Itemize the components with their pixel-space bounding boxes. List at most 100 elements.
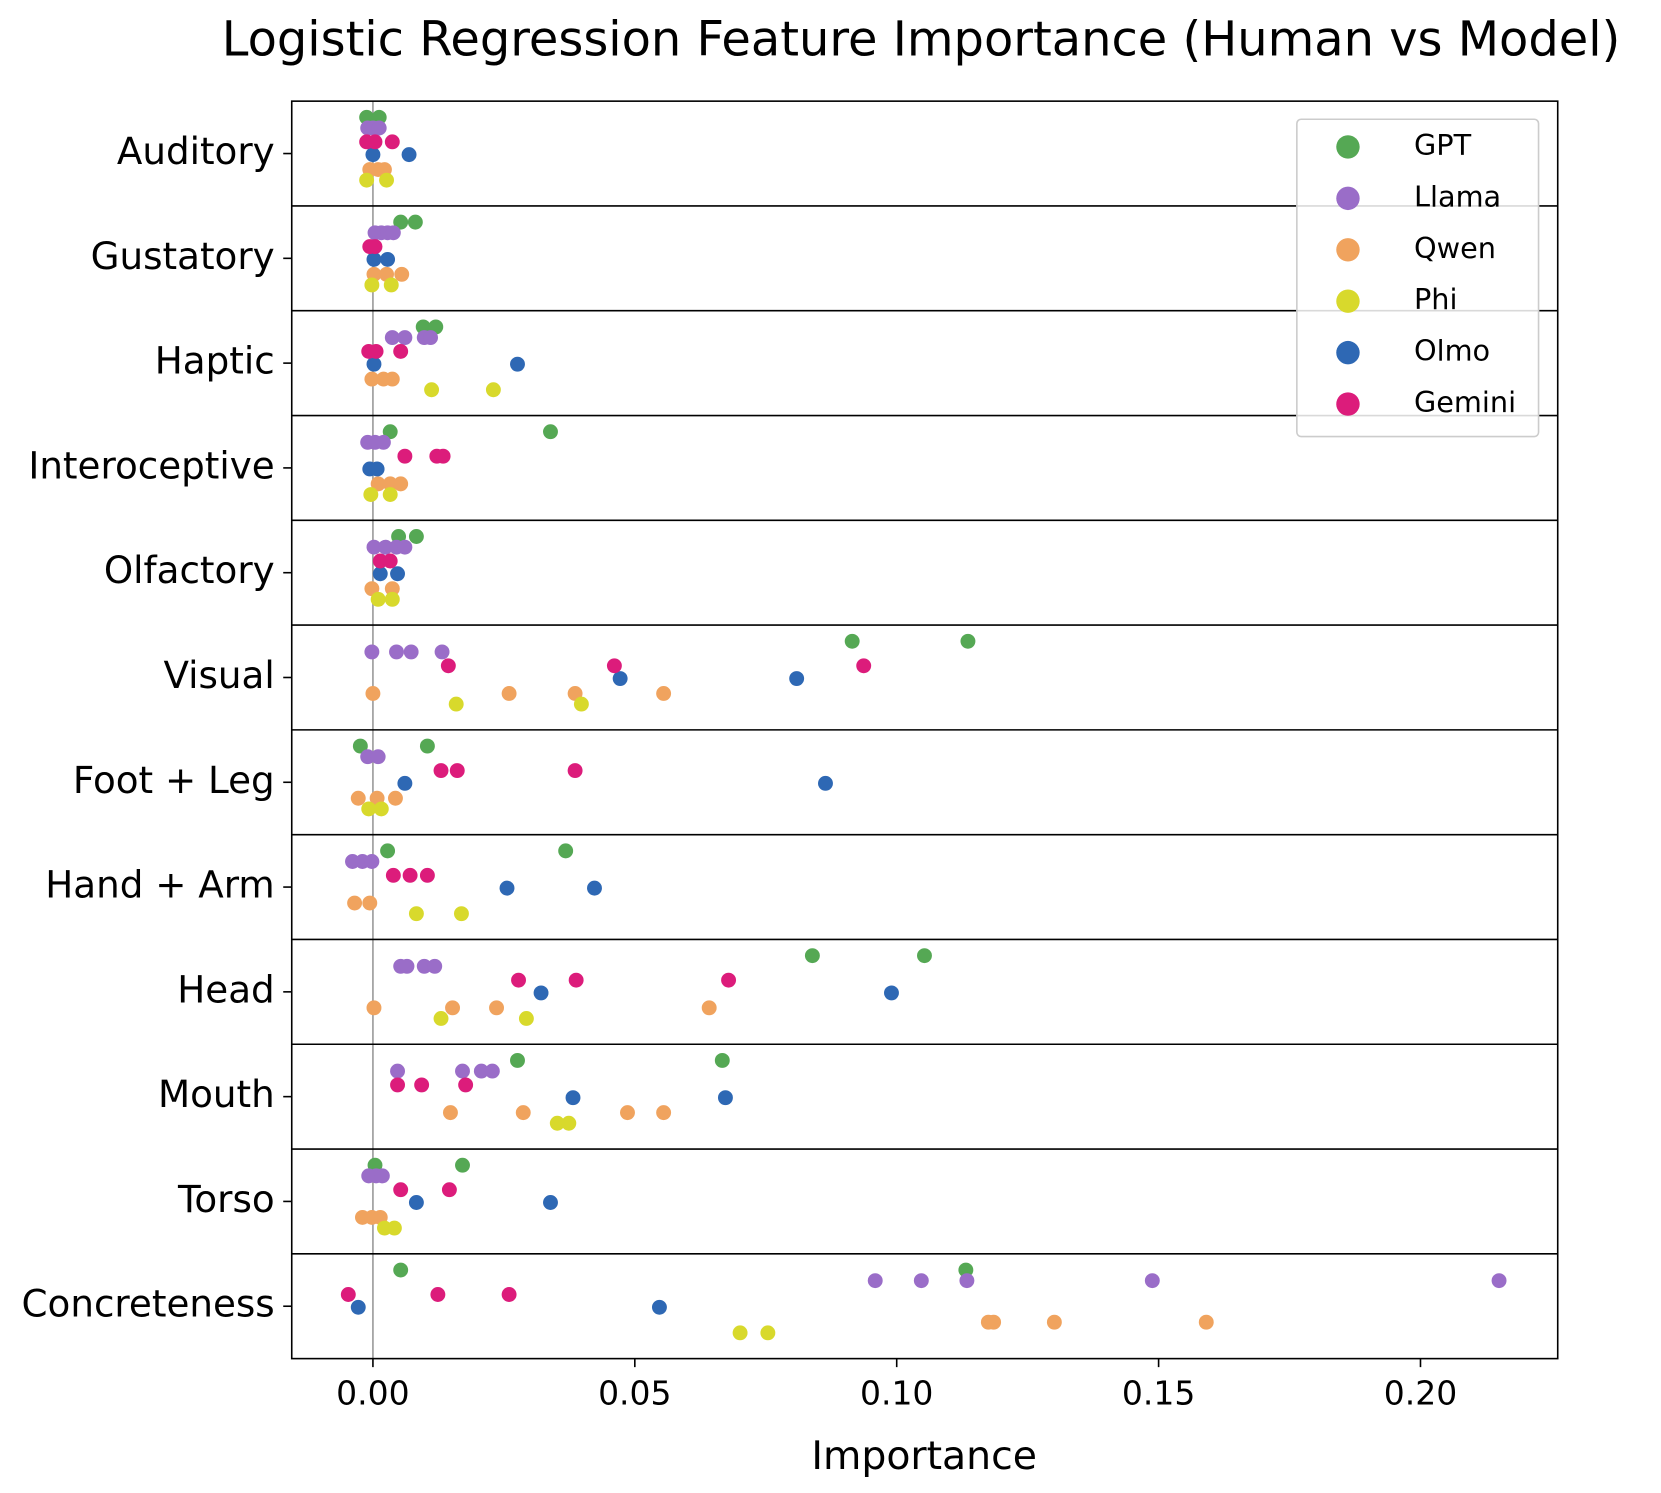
point [340,1287,356,1302]
point [867,1273,883,1289]
point [789,671,805,687]
point [408,1195,424,1210]
point [558,843,574,859]
point [455,1157,470,1173]
point [350,790,366,806]
point [382,424,398,440]
point [656,1105,672,1121]
point [384,134,400,150]
point [430,1287,446,1302]
point [393,343,409,359]
point [370,749,386,765]
point [917,948,932,964]
point [369,461,385,477]
point [818,775,833,791]
point [612,671,628,687]
point [385,867,401,883]
point [1198,1314,1214,1330]
point [390,1063,405,1079]
point [399,958,415,974]
legend-marker [1336,186,1360,211]
point [384,371,400,387]
point [408,529,424,544]
point [651,1299,667,1315]
point [511,972,526,988]
point [587,880,602,896]
point [364,854,380,869]
point [721,972,737,988]
point [370,476,386,492]
point [364,644,380,660]
point [365,147,381,163]
point [365,686,381,701]
legend-marker [1336,392,1360,416]
point [386,1220,402,1236]
point [380,251,396,267]
y-tick-label: Head [177,967,274,1011]
point [549,1115,565,1131]
point [489,1000,504,1016]
point [373,801,389,817]
point [387,790,403,806]
point [1046,1314,1062,1330]
legend-label: Llama [1414,179,1501,213]
y-tick-label: Interoceptive [28,443,274,487]
legend-label: Phi [1414,282,1458,316]
point [448,696,464,712]
point [510,356,525,372]
point [473,1063,489,1079]
chart-title: Logistic Regression Feature Importance (… [222,13,1621,68]
point [567,763,583,779]
point [455,1063,470,1079]
point [370,591,386,607]
point [393,476,409,492]
point [384,591,400,607]
point [484,1063,500,1079]
point [568,972,584,988]
point [401,147,417,163]
point [485,382,501,398]
point [397,539,413,555]
point [383,277,399,293]
legend-label: Olmo [1414,334,1490,368]
point [433,1011,449,1026]
point [397,330,413,346]
point [367,134,383,150]
point [701,1000,717,1016]
point [518,1011,534,1026]
point [366,251,382,267]
y-tick-label: Olfactory [104,548,275,592]
point [372,566,388,582]
point [565,1090,581,1106]
point [424,382,440,398]
point [390,566,405,582]
point [656,686,672,701]
point [389,644,404,660]
point [352,738,368,754]
x-tick-label: 0.15 [1122,1373,1195,1412]
x-axis-label: Importance [811,1433,1037,1479]
y-tick-label: Haptic [155,339,275,383]
y-tick-label: Visual [163,653,274,697]
y-tick-label: Torso [177,1177,275,1221]
point [366,356,382,372]
legend-marker [1336,135,1360,159]
point [366,539,382,555]
y-tick-label: Concreteness [22,1282,275,1326]
legend-marker [1336,238,1360,262]
point [959,1273,975,1289]
point [397,775,413,791]
point [414,1077,430,1093]
legend-label: Qwen [1414,231,1496,265]
point [441,1182,457,1198]
point [501,1287,517,1302]
point [374,1168,390,1184]
point [347,895,363,911]
point [1491,1273,1507,1289]
point [1144,1273,1160,1289]
plot-frame [290,100,1559,1360]
point [393,1262,409,1278]
point [760,1325,776,1341]
point [561,1115,577,1131]
